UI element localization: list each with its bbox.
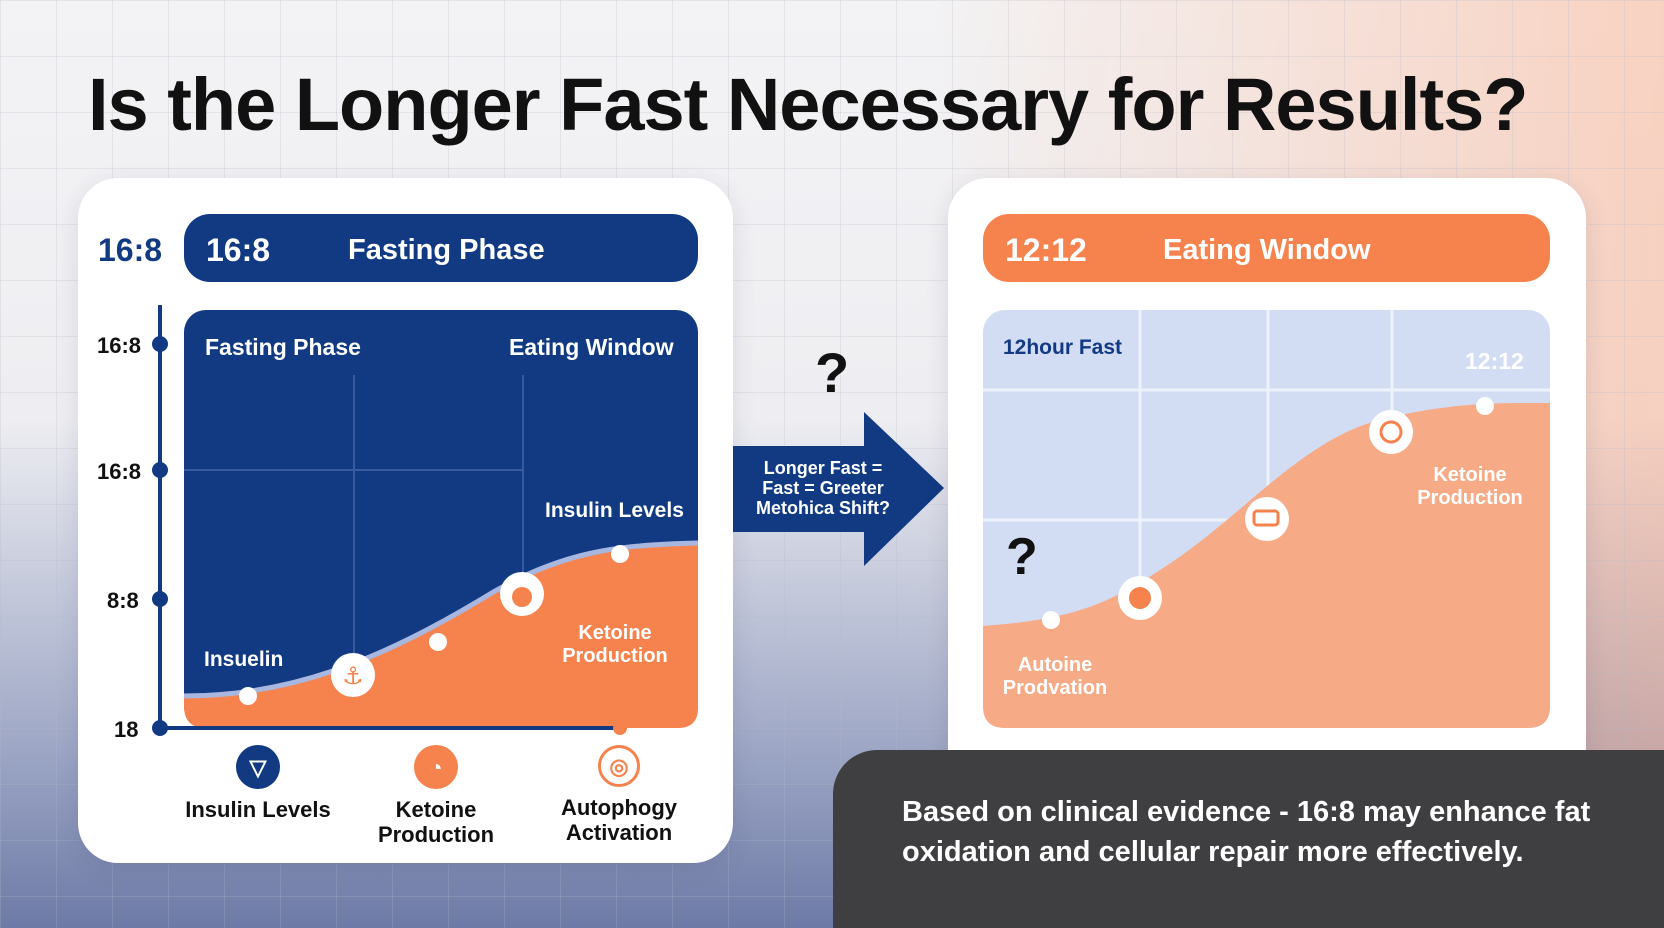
battery-icon <box>1252 509 1280 527</box>
legend-ketone-production: ◔ Ketoine Production <box>351 745 521 847</box>
insulin-levels-label: Insulin Levels <box>545 499 684 522</box>
y-axis-tick-dot <box>152 720 168 736</box>
arrow-text-line-3: Metohica Shift? <box>756 498 890 518</box>
cell-marker <box>1369 410 1413 454</box>
x-axis-end-dot <box>613 721 627 735</box>
right-ratio-label: 12:12 <box>1465 348 1524 374</box>
fasting-phase-label: Fasting Phase <box>205 334 361 360</box>
y-axis-tick-dot <box>152 591 168 607</box>
anchor-marker <box>331 653 375 697</box>
right-ketone-area <box>983 402 1550 728</box>
right-header-label: Eating Window <box>1163 234 1371 266</box>
flame-icon: ◔ <box>414 745 458 789</box>
left-ratio-label: 16:8 <box>98 232 163 268</box>
y-axis-tick-dot <box>152 462 168 478</box>
y-label-1: 16:8 <box>97 333 142 358</box>
flask-icon <box>512 587 532 607</box>
center-question-mark: ? <box>815 341 850 404</box>
ketone-line-1: Ketoine <box>578 622 652 644</box>
legend-autophogy-line-2: Activation <box>565 820 673 845</box>
insulin-label: Insuelin <box>204 648 284 671</box>
ketone-line-2: Production <box>562 645 668 667</box>
page-title: Is the Longer Fast Necessary for Results… <box>88 63 1528 146</box>
curve-point <box>1042 611 1060 629</box>
anchor-icon: ⚓ <box>342 662 364 690</box>
legend-ketone-line-1: Ketoine <box>395 797 477 822</box>
ketone-production-label: Ketoine Production <box>560 622 670 668</box>
right-ketone-label: Ketoine Production <box>1410 464 1530 510</box>
cell-icon: ◎ <box>598 745 640 787</box>
arrow-shape <box>733 412 944 566</box>
right-ketone-line-2: Production <box>1417 487 1523 509</box>
legend-autophogy-line-1: Autophogy <box>560 795 678 820</box>
y-label-4: 18 <box>114 717 139 742</box>
left-header-pill: 16:8 Fasting Phase <box>184 214 698 282</box>
legend-insulin-text: Insulin Levels <box>185 797 331 822</box>
twelve-hour-fast-label: 12hour Fast <box>1003 336 1123 359</box>
legend-autophogy-activation: ◎ Autophogy Activation <box>534 745 704 845</box>
autoine-line-1: Autoine <box>1017 654 1093 676</box>
arrow-text-line-1: Longer Fast = <box>763 458 883 478</box>
eating-window-label: Eating Window <box>509 334 674 360</box>
autoine-label: Autoine Prodvation <box>995 654 1115 700</box>
cell-small-icon <box>1379 420 1403 444</box>
autoine-line-2: Prodvation <box>1002 677 1108 699</box>
conclusion-text: Based on clinical evidence - 16:8 may en… <box>902 796 1591 868</box>
curve-point <box>429 633 447 651</box>
y-axis-tick-dot <box>152 336 168 352</box>
y-label-3: 8:8 <box>107 588 139 613</box>
left-header-ratio: 16:8 <box>206 232 271 268</box>
liver-icon <box>1129 587 1151 609</box>
triangle-down-icon: ▽ <box>236 745 280 789</box>
right-question-mark: ? <box>1006 528 1038 586</box>
curve-point <box>1476 397 1494 415</box>
left-header-label: Fasting Phase <box>348 234 545 266</box>
right-ketone-line-1: Ketoine <box>1433 464 1507 486</box>
y-label-2: 16:8 <box>97 459 142 484</box>
curve-point <box>611 545 629 563</box>
arrow-text: Longer Fast = Fast = Greeter Metohica Sh… <box>738 458 908 518</box>
legend-ketone-line-2: Production <box>377 822 495 847</box>
right-header-ratio: 12:12 <box>1005 232 1087 268</box>
arrow-text-line-2: Fast = Greeter <box>762 478 884 498</box>
right-header-pill: 12:12 Eating Window <box>983 214 1550 282</box>
battery-marker <box>1245 497 1289 541</box>
curve-point <box>239 687 257 705</box>
conclusion-box: Based on clinical evidence - 16:8 may en… <box>833 750 1664 928</box>
legend-insulin-levels: ▽ Insulin Levels <box>173 745 343 822</box>
